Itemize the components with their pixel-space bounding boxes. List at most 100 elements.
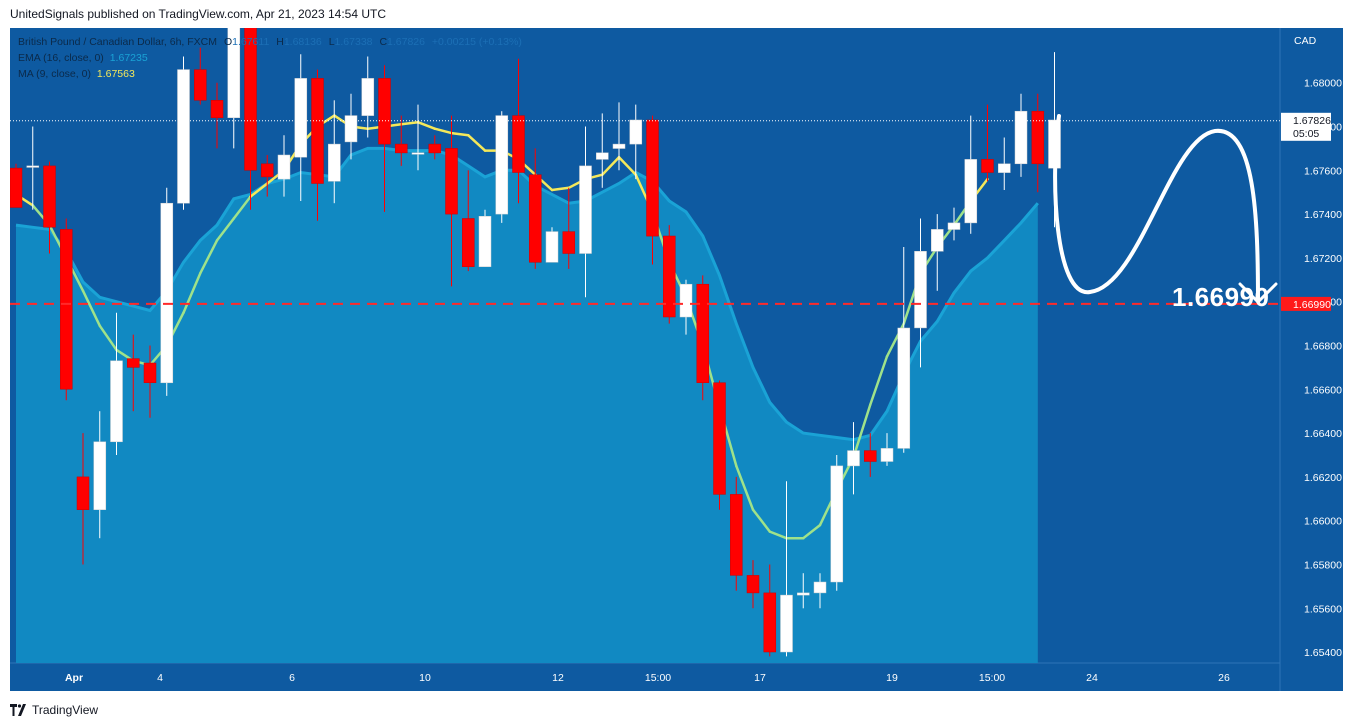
ma-line-segment	[751, 508, 772, 533]
candle-body	[797, 592, 810, 596]
price-axis-tick-label: 1.67600	[1304, 165, 1342, 177]
candle-body	[864, 450, 877, 462]
price-axis-tick-label: 1.65400	[1304, 647, 1342, 659]
candle-body	[596, 152, 609, 160]
ma-line-segment	[182, 271, 202, 314]
legend-ma-label: MA (9, close, 0)	[18, 68, 91, 80]
price-axis-tick-label: 1.66400	[1304, 428, 1342, 440]
candle-body	[76, 476, 90, 510]
ma-line-segment	[869, 355, 889, 406]
candle-body	[897, 327, 911, 449]
legend-symbol: British Pound / Canadian Dollar, 6h, FXC…	[18, 36, 218, 48]
candle-body	[411, 152, 425, 155]
time-axis-label: 12	[552, 672, 564, 684]
candle-body	[730, 494, 743, 576]
price-axis-currency: CAD	[1294, 35, 1317, 47]
ma-line-segment	[249, 182, 269, 198]
candle-body	[998, 163, 1011, 173]
candle-body	[679, 283, 693, 318]
legend-change: +0.00215 (+0.13%)	[431, 36, 522, 48]
projection-arrowhead-icon	[1238, 282, 1278, 304]
current-price-badge	[1281, 112, 1331, 141]
candle-body	[227, 28, 241, 118]
candle-body	[378, 78, 391, 145]
candle-body	[529, 174, 542, 263]
candle-body	[445, 148, 458, 215]
candle-body	[713, 382, 726, 495]
candle-body	[26, 165, 40, 168]
candle-body	[495, 115, 509, 215]
ma-line-segment	[416, 120, 437, 130]
candle-body	[696, 283, 710, 383]
ma-line-segment	[232, 195, 252, 220]
candle-body	[143, 362, 157, 383]
price-axis-tick-label: 1.68000	[1304, 78, 1342, 90]
candle-body	[780, 594, 793, 653]
price-axis-tick-label: 1.65600	[1304, 603, 1342, 615]
time-axis-label: 10	[419, 672, 431, 684]
candle-body	[931, 229, 944, 252]
candle-body	[813, 581, 827, 594]
candle-body	[914, 251, 927, 329]
ma-line-segment	[98, 324, 118, 352]
legend-ohlc-o: O1.67611	[223, 36, 270, 48]
ma-line-segment	[735, 464, 755, 511]
ma-line-segment	[802, 523, 822, 540]
target-price-annotation: 1.66990	[1172, 282, 1270, 312]
candle-body	[847, 450, 860, 467]
legend-ma-row: MA (9, close, 0) 1.67563	[18, 68, 135, 80]
chart-frame[interactable]: CAD1.680001.678001.676001.674001.672001.…	[10, 28, 1343, 691]
legend-symbol-row: British Pound / Canadian Dollar, 6h, FXC…	[18, 36, 522, 48]
candle-body	[763, 592, 777, 653]
candle-body	[964, 159, 978, 224]
time-axis-label: 17	[754, 672, 766, 684]
current-price-countdown: 05:05	[1293, 128, 1319, 140]
ma-line-segment	[199, 239, 219, 275]
ma-line-segment	[601, 155, 621, 176]
time-axis-label: 19	[886, 672, 898, 684]
candle-body	[545, 231, 559, 263]
price-axis-tick-label: 1.66600	[1304, 384, 1342, 396]
legend-ohlc-l: L1.67338	[328, 36, 373, 48]
legend-ma-value: 1.67563	[96, 68, 135, 80]
time-axis-area	[10, 663, 1343, 691]
publish-header: UnitedSignals published on TradingView.c…	[10, 7, 387, 21]
price-axis-tick-label: 1.67400	[1304, 209, 1342, 221]
target-price-badge-value: 1.66990	[1293, 299, 1331, 311]
candle-body	[830, 465, 844, 583]
candle-body	[629, 119, 643, 145]
ema-area	[16, 148, 1038, 663]
time-axis-label: 4	[157, 672, 163, 684]
ma-line-segment	[550, 186, 571, 192]
candle-body	[261, 163, 274, 178]
candle-body	[646, 119, 659, 237]
legend-ema-value: 1.67235	[109, 52, 148, 64]
ma-line-segment	[400, 120, 420, 126]
ma-line-segment	[617, 155, 638, 176]
candle-body	[110, 360, 123, 443]
current-price-value: 1.67826	[1293, 115, 1331, 127]
candle-body	[1031, 110, 1045, 165]
ma-line-segment	[852, 403, 872, 459]
price-chart[interactable]: CAD1.680001.678001.676001.674001.672001.…	[10, 28, 1343, 691]
candle-body	[210, 100, 224, 119]
legend-ema-row: EMA (16, close, 0) 1.67235	[18, 52, 148, 64]
time-axis-label: 15:00	[979, 672, 1005, 684]
price-axis-tick-label: 1.66200	[1304, 472, 1342, 484]
candle-body	[194, 69, 207, 101]
candle-body	[344, 115, 358, 143]
candle-body	[277, 154, 291, 180]
footer-brand: TradingView	[32, 703, 99, 717]
ema-line	[15, 146, 1039, 442]
ma-line-segment	[450, 131, 470, 137]
time-axis-label: 24	[1086, 672, 1098, 684]
ma-line-segment	[215, 217, 236, 242]
candle-body	[361, 78, 375, 116]
candle-body	[43, 165, 56, 228]
tradingview-logo-icon	[10, 704, 28, 716]
candle-body	[562, 231, 576, 254]
projection-path	[1053, 114, 1260, 303]
legend-ohlc-c: C1.67826	[379, 36, 425, 48]
legend-ohlc-h: H1.68136	[276, 36, 322, 48]
candle-body	[328, 143, 341, 182]
